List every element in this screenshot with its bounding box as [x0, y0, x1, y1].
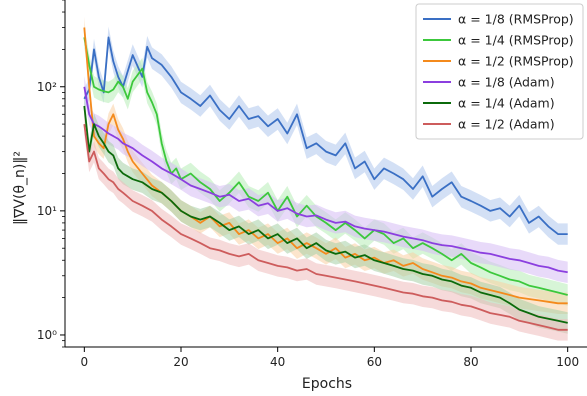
x-axis-label: Epochs [302, 376, 352, 392]
x-tick-label: 100 [556, 355, 579, 369]
legend-label: α = 1/4 (RMSProp) [458, 33, 574, 48]
series-band [84, 95, 568, 334]
y-ticks: 10⁰ 10¹ 10² [37, 0, 65, 348]
y-tick-label: 10² [37, 80, 57, 94]
x-tick-label: 60 [367, 355, 382, 369]
series-line [83, 27, 568, 305]
legend-label: α = 1/8 (Adam) [458, 75, 555, 90]
series-band [84, 26, 568, 245]
legend-label: α = 1/2 (Adam) [458, 117, 555, 132]
series-lines [83, 27, 568, 331]
series-line [83, 123, 568, 331]
x-tick-label: 80 [463, 355, 478, 369]
x-tick-label: 0 [81, 355, 89, 369]
legend-label: α = 1/8 (RMSProp) [458, 12, 574, 27]
legend-frame [415, 3, 584, 140]
y-axis-label: ‖∇V(θ_n)‖² [12, 151, 28, 225]
x-tick-label: 20 [173, 355, 188, 369]
legend-label: α = 1/2 (RMSProp) [458, 54, 574, 69]
series-band [84, 113, 568, 341]
series-line [83, 37, 568, 296]
series-band [84, 26, 568, 306]
series-line [83, 105, 568, 324]
legend: α = 1/8 (RMSProp) α = 1/4 (RMSProp) α = 1/… [415, 3, 584, 140]
series-line [83, 36, 568, 235]
legend-label: α = 1/4 (Adam) [458, 96, 555, 111]
series-line [83, 86, 568, 274]
x-tick-label: 40 [270, 355, 285, 369]
x-ticks: 0 20 40 60 80 100 [81, 347, 579, 369]
y-tick-label: 10⁰ [37, 328, 57, 342]
y-tick-label: 10¹ [37, 204, 57, 218]
